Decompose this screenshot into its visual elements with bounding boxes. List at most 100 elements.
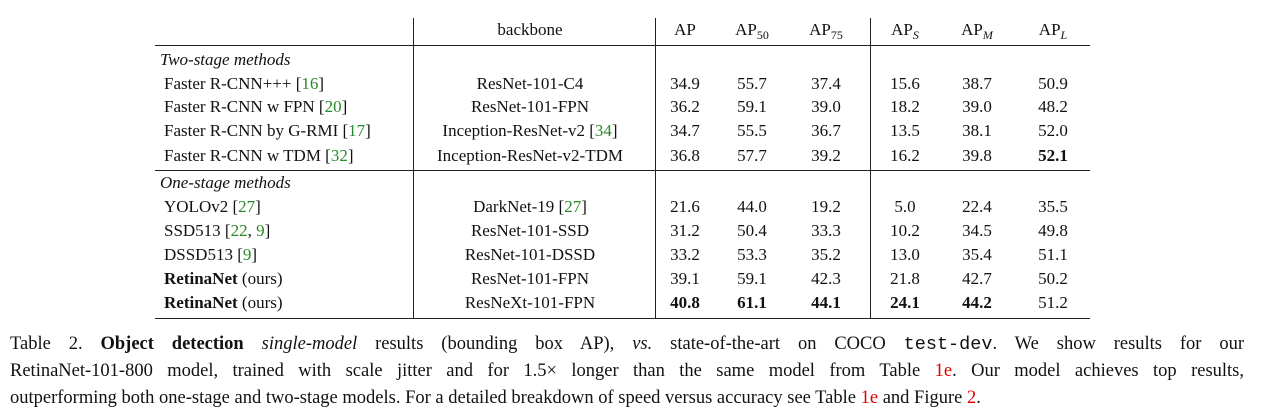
text-run: L <box>1060 28 1068 42</box>
reference: 16 <box>301 74 319 93</box>
method: RetinaNet (ours) <box>164 293 283 313</box>
text-run: ResNet-101-FPN <box>470 97 590 116</box>
column-header: APL <box>1039 20 1067 45</box>
text-run: backbone <box>497 20 563 39</box>
reference: 1e <box>934 361 953 381</box>
column-header: APS <box>891 20 919 45</box>
column-header: AP50 <box>735 20 769 45</box>
text-run: ResNet-101-DSSD <box>464 245 596 264</box>
text-run <box>244 334 262 354</box>
value: 34.9 <box>670 74 700 93</box>
value: 44.0 <box>737 197 767 216</box>
column-header: AP75 <box>809 20 843 45</box>
text-run: state-of-the-art on COCO <box>652 334 904 354</box>
column-header: APM <box>961 20 993 45</box>
reference: 20 <box>324 97 342 116</box>
text-run: ResNet-101-FPN <box>470 269 590 288</box>
text-run: DSSD513 [ <box>164 245 243 264</box>
value: 22.4 <box>962 197 992 216</box>
value: 39.0 <box>962 97 992 116</box>
value: 33.2 <box>670 245 700 264</box>
value: 36.7 <box>811 121 841 140</box>
reference: 27 <box>564 197 582 216</box>
text-run: ] <box>318 74 325 93</box>
value: 24.1 <box>890 293 920 312</box>
value: 53.3 <box>737 245 767 264</box>
caption-line: RetinaNet-101-800 model, trained with sc… <box>10 358 1244 385</box>
value: 42.3 <box>811 269 841 288</box>
text-run: (ours) <box>237 269 283 288</box>
method: Faster R-CNN w TDM [32] <box>164 146 354 166</box>
text-run: results (bounding box AP), <box>357 334 633 354</box>
text-run: AP <box>735 20 757 39</box>
value: 44.2 <box>962 293 992 312</box>
text-run: ] <box>255 197 261 216</box>
method: Faster R-CNN w FPN [20] <box>164 97 347 117</box>
method: YOLOv2 [27] <box>164 197 261 217</box>
text-run: AP <box>961 20 983 39</box>
text-run: ] <box>365 121 371 140</box>
text-run: AP <box>1038 20 1061 39</box>
value: 16.2 <box>890 146 920 165</box>
value: 21.8 <box>890 269 920 288</box>
value: 35.5 <box>1038 197 1068 216</box>
caption: Table 2. Object detection single-model r… <box>10 331 1244 411</box>
reference: 17 <box>348 121 366 140</box>
column-header: backbone <box>497 20 562 40</box>
value: 38.7 <box>962 74 992 93</box>
reference: 9 <box>256 221 265 240</box>
backbone: ResNet-101-C4 <box>477 74 584 94</box>
value: 57.7 <box>737 146 767 165</box>
text-run: SSD513 [ <box>164 221 231 240</box>
backbone: Inception-ResNet-v2-TDM <box>437 146 623 166</box>
text-run: Faster R-CNN w TDM [ <box>164 146 331 165</box>
text-run: AP <box>809 20 831 39</box>
reference: 22 <box>230 221 248 240</box>
text-run: . <box>976 388 981 408</box>
value: 36.2 <box>670 97 700 116</box>
reference: 1e <box>860 388 879 408</box>
text-run: test-dev <box>903 334 993 355</box>
reference: 2 <box>966 388 977 408</box>
reference: 34 <box>594 121 612 140</box>
value: 55.5 <box>737 121 767 140</box>
text-run: Object detection <box>100 334 244 354</box>
text-run: DarkNet-19 [ <box>473 197 565 216</box>
text-run: 75 <box>830 28 843 42</box>
value: 51.2 <box>1038 293 1068 312</box>
backbone: DarkNet-19 [27] <box>473 197 587 217</box>
text-run: YOLOv2 [ <box>164 197 239 216</box>
value: 50.2 <box>1038 269 1068 288</box>
text-run: . Our model achieves top results, <box>952 361 1244 381</box>
value: 34.5 <box>962 221 992 240</box>
value: 59.1 <box>737 97 767 116</box>
text-run: ResNeXt-101-FPN <box>464 293 596 312</box>
text-run: single-model <box>261 334 358 354</box>
value: 40.8 <box>670 293 700 312</box>
text-run: M <box>982 28 993 42</box>
value: 37.4 <box>811 74 841 93</box>
value: 31.2 <box>670 221 700 240</box>
text-run: (ours) <box>237 293 283 312</box>
caption-line: outperforming both one-stage and two-sta… <box>10 385 1244 411</box>
value: 55.7 <box>737 74 767 93</box>
value: 61.1 <box>737 293 767 312</box>
value: 52.1 <box>1038 146 1068 165</box>
value: 39.8 <box>962 146 992 165</box>
method: DSSD513 [9] <box>164 245 257 265</box>
method: SSD513 [22, 9] <box>164 221 270 241</box>
method: Faster R-CNN+++ [16] <box>164 74 324 94</box>
backbone: ResNet-101-FPN <box>471 269 589 289</box>
column-divider <box>413 18 414 318</box>
value: 48.2 <box>1038 97 1068 116</box>
column-header: AP <box>674 20 696 40</box>
text-run: ] <box>264 221 271 240</box>
text-run: Faster R-CNN by G-RMI [ <box>164 121 349 140</box>
text-run: 50 <box>756 28 769 42</box>
value: 34.7 <box>670 121 700 140</box>
value: 42.7 <box>962 269 992 288</box>
value: 35.4 <box>962 245 992 264</box>
reference: 9 <box>242 245 252 264</box>
value: 59.1 <box>737 269 767 288</box>
